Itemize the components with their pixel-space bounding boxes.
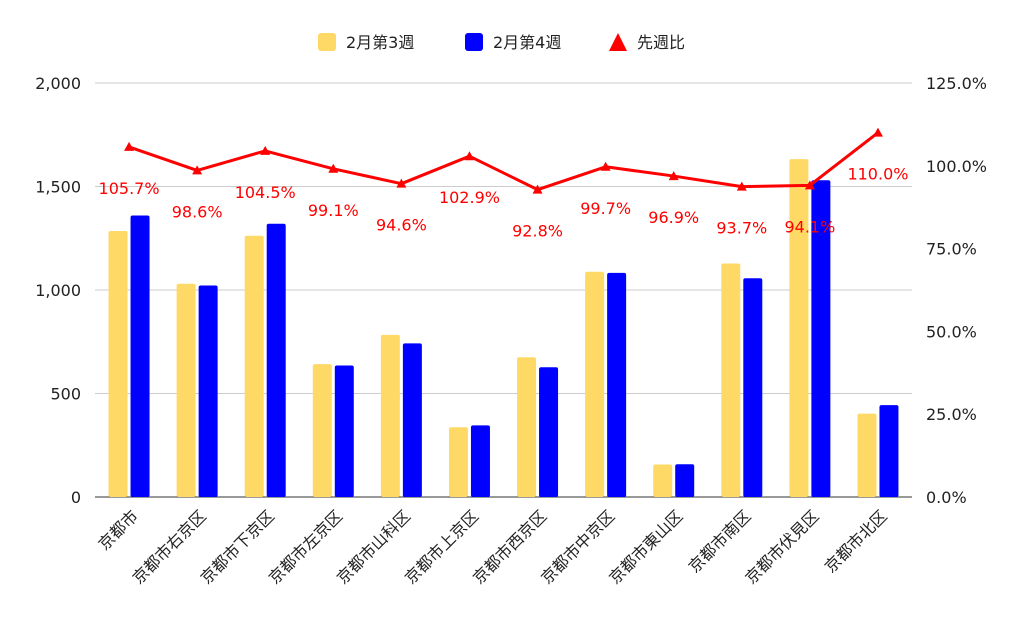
ratio-data-label: 104.5% — [235, 183, 296, 202]
category-label: 京都市南区 — [685, 506, 755, 576]
legend-label: 先週比 — [637, 33, 685, 52]
ratio-point — [804, 180, 815, 190]
left-axis-tick-label: 2,000 — [35, 74, 81, 93]
bar-week4 — [130, 215, 150, 498]
right-axis-tick-label: 25.0% — [926, 405, 977, 424]
left-axis-tick-label: 1,500 — [35, 178, 81, 197]
ratio-line-path — [128, 131, 879, 192]
bar-week4 — [334, 365, 354, 497]
bar-week4 — [539, 367, 559, 497]
ratio-point — [396, 178, 407, 188]
ratio-point — [600, 161, 611, 171]
ratio-data-label: 99.1% — [308, 201, 359, 220]
category-label: 京都市東山区 — [605, 506, 686, 587]
bar-week4 — [266, 223, 286, 497]
ratio-data-label: 110.0% — [847, 165, 908, 184]
bar-week3 — [380, 334, 400, 497]
ratio-point — [736, 181, 747, 191]
right-axis-tick-label: 50.0% — [926, 322, 977, 341]
right-axis-tick-label: 125.0% — [926, 74, 987, 93]
right-axis-ticks: 0.0% 25.0% 50.0% 75.0% 100.0% 125.0% — [926, 74, 987, 507]
ratio-line — [124, 127, 883, 194]
bar-week4 — [607, 272, 627, 497]
ratio-point — [124, 141, 135, 151]
bar-week3 — [653, 464, 673, 497]
bars — [108, 159, 899, 498]
ratio-data-label: 94.6% — [376, 216, 427, 235]
ratio-point — [668, 171, 679, 181]
ratio-point — [532, 184, 543, 194]
legend-marker-ratio — [609, 33, 627, 51]
legend: 2月第3週 2月第4週 先週比 — [318, 33, 685, 52]
ratio-point — [328, 163, 339, 173]
bar-week3 — [585, 271, 605, 497]
ratio-point — [192, 165, 203, 175]
bar-week4 — [675, 464, 695, 497]
ratio-data-label: 105.7% — [99, 179, 160, 198]
legend-swatch-week3 — [318, 33, 336, 51]
left-axis-tick-label: 1,000 — [35, 281, 81, 300]
bar-week4 — [879, 405, 899, 497]
ratio-data-label: 96.9% — [648, 208, 699, 227]
bar-week3 — [176, 283, 196, 497]
right-axis-tick-label: 75.0% — [926, 240, 977, 259]
ratio-data-label: 93.7% — [716, 219, 767, 238]
ratio-point — [464, 151, 475, 161]
ratio-data-label: 102.9% — [439, 188, 500, 207]
right-axis-tick-label: 100.0% — [926, 157, 987, 176]
left-axis-ticks: 0 500 1,000 1,500 2,000 — [35, 74, 81, 507]
bar-week4 — [198, 285, 218, 497]
bar-week3 — [244, 235, 264, 498]
category-labels: 京都市京都市右京区京都市下京区京都市左京区京都市山科区京都市上京区京都市西京区京… — [94, 506, 890, 587]
bar-week3 — [312, 364, 332, 497]
legend-label: 2月第4週 — [493, 33, 561, 52]
bar-week4 — [470, 425, 490, 497]
bar-week3 — [108, 231, 128, 497]
bar-week4 — [402, 343, 422, 497]
bar-week3 — [721, 263, 741, 497]
bar-week4 — [743, 278, 763, 497]
right-axis-tick-label: 0.0% — [926, 488, 967, 507]
category-label: 京都市 — [94, 506, 141, 553]
ratio-data-label: 98.6% — [172, 202, 223, 221]
bar-week3 — [857, 413, 877, 497]
bar-week3 — [448, 427, 468, 497]
ratio-data-labels: 105.7% 98.6% 104.5% 99.1% 94.6% 102.9% 92.8% 99… — [99, 165, 909, 241]
left-axis-tick-label: 0 — [71, 488, 81, 507]
category-label: 京都市北区 — [821, 506, 891, 576]
ratio-data-label: 94.1% — [784, 217, 835, 236]
legend-swatch-week4 — [465, 33, 483, 51]
bar-week3 — [789, 159, 809, 497]
legend-label: 2月第3週 — [346, 33, 414, 52]
left-axis-tick-label: 500 — [50, 385, 81, 404]
ratio-point — [260, 145, 271, 155]
bar-week4 — [811, 180, 831, 498]
category-label: 京都市伏見区 — [741, 506, 822, 587]
bar-week3 — [517, 357, 537, 497]
ratio-data-label: 92.8% — [512, 222, 563, 241]
ratio-data-label: 99.7% — [580, 199, 631, 218]
ratio-point — [872, 127, 883, 137]
